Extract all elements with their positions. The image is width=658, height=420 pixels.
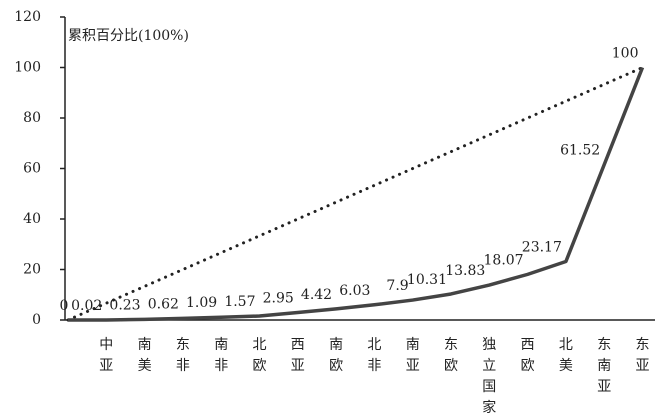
x-tick-label: 西亚	[291, 337, 305, 374]
y-axis-label: 累积百分比(100%)	[68, 28, 189, 44]
x-tick-label: 南亚	[406, 337, 420, 374]
y-tick-label: 40	[23, 211, 41, 227]
x-tick-label: 西欧	[521, 337, 535, 374]
data-label: 10.31	[407, 272, 447, 288]
data-label: 1.09	[186, 295, 217, 311]
x-tick-label: 东欧	[444, 337, 458, 374]
data-label: 4.42	[301, 287, 332, 303]
data-label: 61.52	[560, 143, 600, 159]
y-tick-label: 60	[23, 161, 41, 177]
data-label: 6.03	[339, 283, 370, 299]
data-label: 7.9	[386, 278, 408, 294]
x-tick-label: 北欧	[253, 337, 267, 374]
data-label: 0.23	[109, 297, 140, 313]
data-label: 0	[60, 298, 69, 314]
data-label: 1.57	[224, 294, 255, 310]
reference-line	[66, 66, 644, 322]
x-tick-label: 独立国家	[482, 337, 496, 416]
y-tick-label: 0	[32, 312, 41, 328]
data-label: 100	[612, 46, 639, 62]
y-tick-label: 120	[14, 9, 41, 25]
data-label: 0.02	[71, 298, 102, 314]
x-tick-label: 南非	[214, 337, 228, 374]
data-label: 18.07	[484, 252, 524, 268]
data-label: 23.17	[522, 239, 562, 255]
x-tick-label: 中亚	[99, 337, 113, 374]
x-tick-label: 东南亚	[597, 337, 611, 395]
x-tick-label: 北美	[559, 337, 573, 374]
y-tick-label: 80	[23, 110, 41, 126]
cumulative-line	[67, 66, 645, 322]
x-tick-label: 东非	[176, 337, 190, 374]
data-label: 13.83	[445, 263, 485, 279]
y-tick-label: 100	[14, 60, 41, 76]
y-tick-label: 20	[23, 262, 41, 278]
data-label: 0.62	[148, 296, 179, 312]
x-tick-label: 东亚	[636, 337, 650, 374]
x-tick-label: 南欧	[329, 337, 343, 374]
x-tick-label: 南美	[138, 337, 152, 374]
data-label: 2.95	[263, 291, 294, 307]
x-tick-label: 北非	[367, 337, 381, 374]
